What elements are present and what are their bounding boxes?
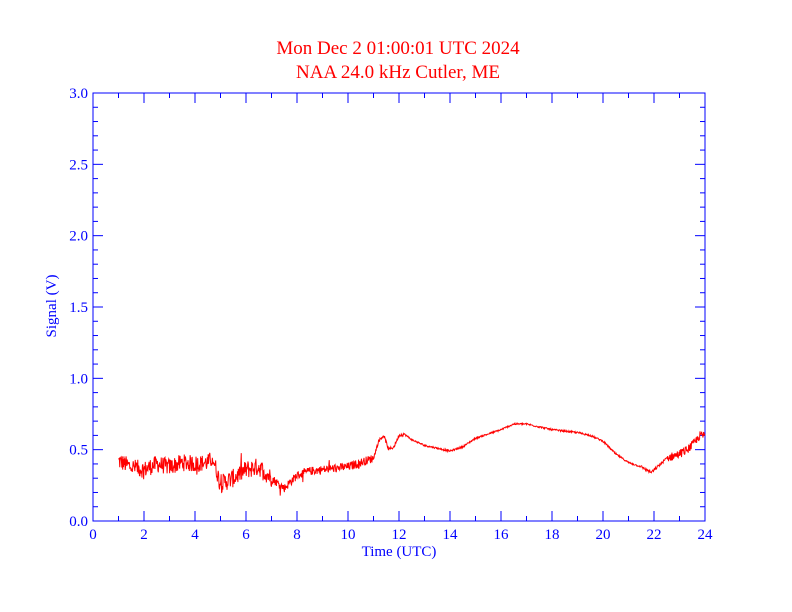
x-axis-label: Time (UTC) [362, 544, 437, 560]
y-tick-label: 1.5 [69, 300, 88, 316]
x-tick-label: 20 [596, 527, 611, 543]
x-tick-label: 4 [191, 527, 199, 543]
x-tick-label: 2 [140, 527, 148, 543]
y-tick-label: 0.5 [69, 443, 88, 459]
plot-frame [92, 92, 706, 522]
y-tick-label: 2.5 [69, 157, 88, 173]
chart-title: Mon Dec 2 01:00:01 UTC 2024 [276, 38, 520, 59]
chart-subtitle: NAA 24.0 kHz Cutler, ME [296, 62, 500, 83]
x-tick-label: 18 [545, 527, 560, 543]
y-tick-label: 0.0 [69, 514, 88, 530]
x-tick-label: 12 [392, 527, 407, 543]
signal-line [118, 421, 706, 496]
x-tick-label: 16 [494, 527, 510, 543]
x-tick-label: 14 [443, 527, 459, 543]
y-tick-label: 3.0 [69, 86, 88, 102]
x-tick-label: 6 [242, 527, 250, 543]
x-tick-label: 22 [647, 527, 662, 543]
tick-labels: 0 2 4 6 8 10 12 14 16 18 20 22 240.00.51.01.52.02.53… [69, 86, 713, 543]
y-axis-label: Signal (V) [44, 275, 60, 338]
axis-ticks [92, 92, 706, 522]
x-tick-label: 10 [341, 527, 356, 543]
y-tick-label: 2.0 [69, 229, 88, 245]
y-tick-label: 1.0 [69, 371, 88, 387]
x-tick-label: 8 [293, 527, 301, 543]
x-tick-label: 24 [698, 527, 714, 543]
x-tick-label: 0 [89, 527, 97, 543]
